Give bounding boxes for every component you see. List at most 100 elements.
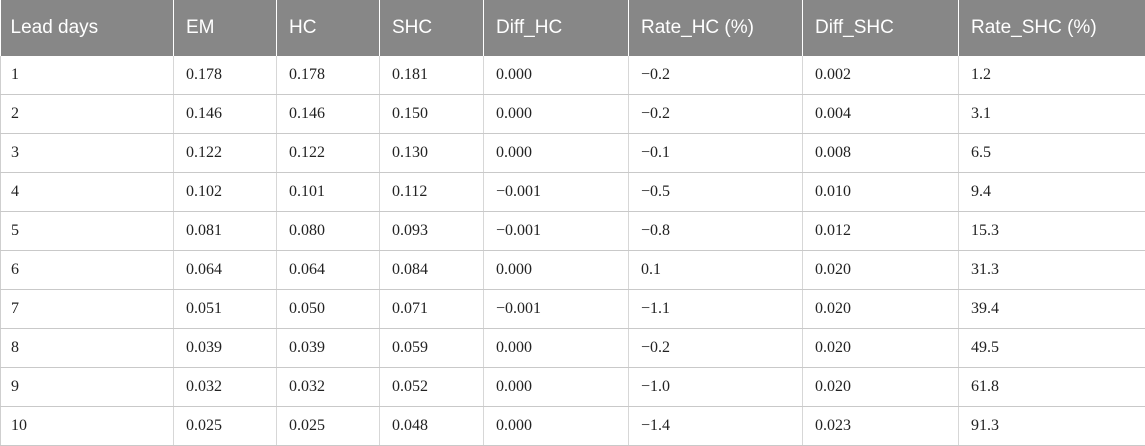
cell-lead-days: 1 (0, 56, 174, 95)
cell-diff-hc: −0.001 (483, 211, 629, 251)
cell-rate-hc: −0.2 (628, 56, 803, 95)
table-row: 7 0.051 0.050 0.071 −0.001 −1.1 0.020 39.4 (0, 289, 1145, 329)
cell-shc: 0.181 (379, 56, 484, 95)
cell-diff-shc: 0.004 (802, 94, 959, 134)
cell-em: 0.122 (173, 133, 277, 173)
cell-lead-days: 9 (0, 367, 174, 407)
cell-hc: 0.050 (276, 289, 380, 329)
table-row: 6 0.064 0.064 0.084 0.000 0.1 0.020 31.3 (0, 250, 1145, 290)
cell-rate-shc: 9.4 (958, 172, 1145, 212)
table-row: 3 0.122 0.122 0.130 0.000 −0.1 0.008 6.5 (0, 133, 1145, 173)
cell-em: 0.064 (173, 250, 277, 290)
cell-rate-shc: 91.3 (958, 406, 1145, 446)
cell-diff-shc: 0.020 (802, 367, 959, 407)
table-row: 1 0.178 0.178 0.181 0.000 −0.2 0.002 1.2 (0, 56, 1145, 95)
cell-rate-shc: 49.5 (958, 328, 1145, 368)
cell-diff-hc: 0.000 (483, 56, 629, 95)
cell-diff-hc: 0.000 (483, 406, 629, 446)
cell-diff-hc: 0.000 (483, 367, 629, 407)
header-hc: HC (276, 0, 380, 56)
cell-hc: 0.080 (276, 211, 380, 251)
cell-em: 0.039 (173, 328, 277, 368)
header-shc: SHC (379, 0, 484, 56)
cell-shc: 0.052 (379, 367, 484, 407)
cell-rate-shc: 31.3 (958, 250, 1145, 290)
cell-lead-days: 3 (0, 133, 174, 173)
cell-hc: 0.178 (276, 56, 380, 95)
header-row: Lead days EM HC SHC Diff_HC Rate_HC (%) … (0, 0, 1145, 56)
cell-em: 0.146 (173, 94, 277, 134)
header-rate-hc: Rate_HC (%) (628, 0, 803, 56)
header-rate-shc: Rate_SHC (%) (958, 0, 1145, 56)
cell-diff-hc: 0.000 (483, 250, 629, 290)
cell-em: 0.025 (173, 406, 277, 446)
cell-rate-shc: 1.2 (958, 56, 1145, 95)
cell-rate-shc: 39.4 (958, 289, 1145, 329)
cell-shc: 0.059 (379, 328, 484, 368)
cell-diff-hc: 0.000 (483, 94, 629, 134)
cell-diff-shc: 0.023 (802, 406, 959, 446)
cell-shc: 0.093 (379, 211, 484, 251)
cell-diff-shc: 0.002 (802, 56, 959, 95)
cell-rate-shc: 6.5 (958, 133, 1145, 173)
cell-diff-shc: 0.010 (802, 172, 959, 212)
cell-em: 0.102 (173, 172, 277, 212)
table-row: 4 0.102 0.101 0.112 −0.001 −0.5 0.010 9.4 (0, 172, 1145, 212)
cell-diff-shc: 0.020 (802, 328, 959, 368)
cell-rate-hc: −1.0 (628, 367, 803, 407)
cell-rate-hc: −0.2 (628, 328, 803, 368)
cell-diff-hc: 0.000 (483, 133, 629, 173)
cell-em: 0.081 (173, 211, 277, 251)
cell-lead-days: 2 (0, 94, 174, 134)
cell-rate-shc: 61.8 (958, 367, 1145, 407)
cell-diff-hc: −0.001 (483, 172, 629, 212)
header-diff-shc: Diff_SHC (802, 0, 959, 56)
cell-hc: 0.032 (276, 367, 380, 407)
cell-rate-hc: 0.1 (628, 250, 803, 290)
cell-shc: 0.130 (379, 133, 484, 173)
table-row: 8 0.039 0.039 0.059 0.000 −0.2 0.020 49.5 (0, 328, 1145, 368)
cell-lead-days: 6 (0, 250, 174, 290)
cell-lead-days: 10 (0, 406, 174, 446)
cell-hc: 0.025 (276, 406, 380, 446)
cell-hc: 0.101 (276, 172, 380, 212)
cell-shc: 0.112 (379, 172, 484, 212)
cell-shc: 0.150 (379, 94, 484, 134)
cell-rate-shc: 3.1 (958, 94, 1145, 134)
table-row: 5 0.081 0.080 0.093 −0.001 −0.8 0.012 15.3 (0, 211, 1145, 251)
cell-lead-days: 7 (0, 289, 174, 329)
cell-rate-hc: −1.4 (628, 406, 803, 446)
cell-rate-hc: −0.5 (628, 172, 803, 212)
header-diff-hc: Diff_HC (483, 0, 629, 56)
cell-shc: 0.048 (379, 406, 484, 446)
cell-diff-hc: −0.001 (483, 289, 629, 329)
cell-diff-shc: 0.020 (802, 289, 959, 329)
cell-diff-shc: 0.008 (802, 133, 959, 173)
cell-em: 0.178 (173, 56, 277, 95)
cell-em: 0.051 (173, 289, 277, 329)
cell-rate-shc: 15.3 (958, 211, 1145, 251)
cell-rate-hc: −0.1 (628, 133, 803, 173)
header-em: EM (173, 0, 277, 56)
header-lead-days: Lead days (0, 0, 174, 56)
cell-shc: 0.084 (379, 250, 484, 290)
table-row: 9 0.032 0.032 0.052 0.000 −1.0 0.020 61.8 (0, 367, 1145, 407)
cell-diff-shc: 0.020 (802, 250, 959, 290)
cell-hc: 0.064 (276, 250, 380, 290)
cell-hc: 0.122 (276, 133, 380, 173)
cell-lead-days: 8 (0, 328, 174, 368)
table-row: 2 0.146 0.146 0.150 0.000 −0.2 0.004 3.1 (0, 94, 1145, 134)
cell-shc: 0.071 (379, 289, 484, 329)
cell-em: 0.032 (173, 367, 277, 407)
cell-rate-hc: −0.8 (628, 211, 803, 251)
cell-lead-days: 5 (0, 211, 174, 251)
cell-diff-hc: 0.000 (483, 328, 629, 368)
cell-hc: 0.146 (276, 94, 380, 134)
cell-lead-days: 4 (0, 172, 174, 212)
cell-rate-hc: −0.2 (628, 94, 803, 134)
cell-rate-hc: −1.1 (628, 289, 803, 329)
cell-diff-shc: 0.012 (802, 211, 959, 251)
cell-hc: 0.039 (276, 328, 380, 368)
table-row: 10 0.025 0.025 0.048 0.000 −1.4 0.023 91.3 (0, 406, 1145, 446)
